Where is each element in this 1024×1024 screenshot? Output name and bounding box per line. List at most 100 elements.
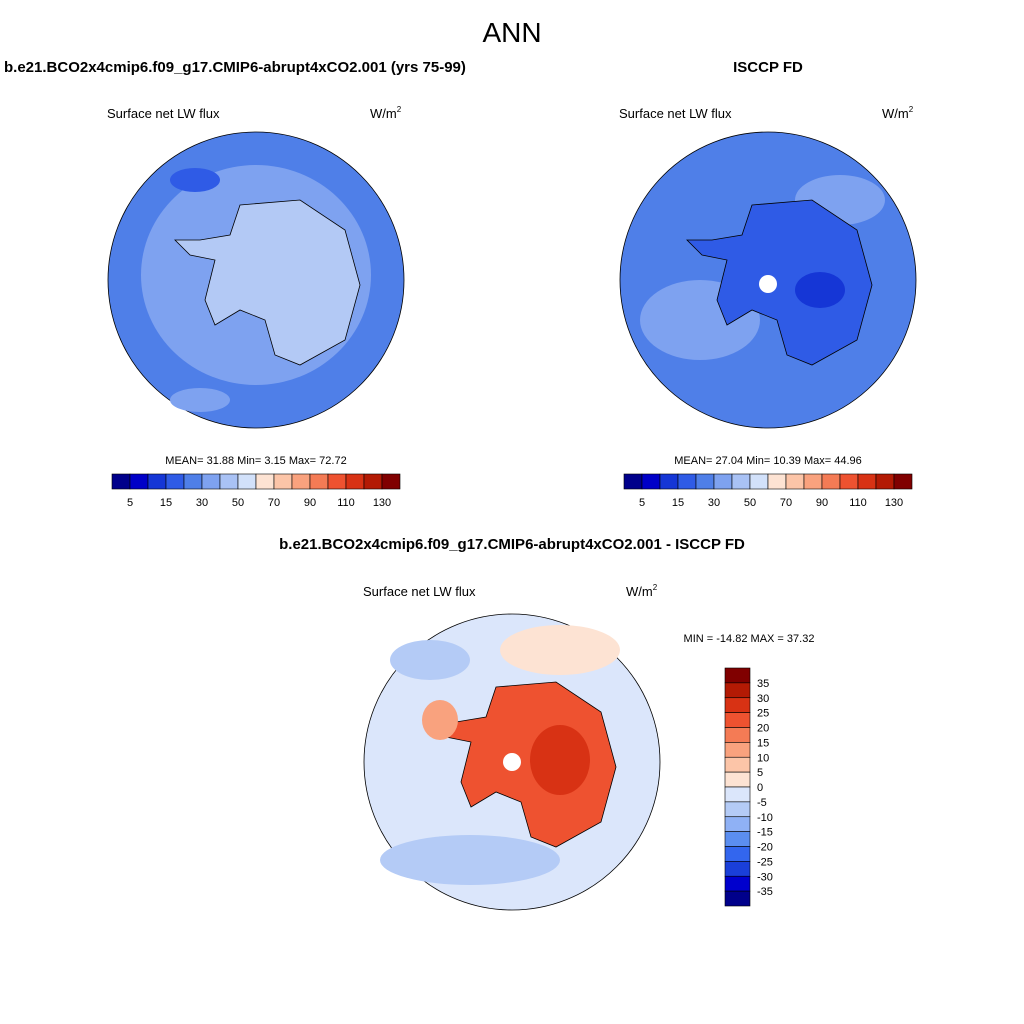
colorbar-label: 130 bbox=[373, 497, 391, 509]
colorbar-label: -25 bbox=[757, 856, 773, 868]
stat-value: -14.82 bbox=[716, 633, 747, 645]
colorbar-label: -20 bbox=[757, 842, 773, 854]
units-power: 2 bbox=[909, 105, 914, 114]
colorbar-box bbox=[875, 473, 895, 490]
colorbar-label: -10 bbox=[757, 812, 773, 824]
colorbar-box bbox=[724, 890, 751, 907]
colorbar-box bbox=[724, 801, 751, 818]
patch bbox=[380, 835, 560, 885]
patch bbox=[530, 725, 590, 795]
colorbar-label: 110 bbox=[337, 497, 355, 509]
colorbar-box bbox=[724, 831, 751, 847]
colorbar-box bbox=[327, 473, 347, 490]
stat-label: MEAN= bbox=[674, 455, 712, 467]
colorbar-box bbox=[201, 473, 221, 490]
colorbar-box bbox=[129, 473, 149, 490]
panel-title: b.e21.BCO2x4cmip6.f09_g17.CMIP6-abrupt4x… bbox=[4, 59, 466, 76]
colorbar-label: 130 bbox=[885, 497, 903, 509]
patch bbox=[422, 700, 458, 740]
colorbar-box bbox=[724, 682, 751, 699]
stat-label: MEAN= bbox=[165, 455, 203, 467]
colorbar-box bbox=[291, 473, 311, 490]
colorbar-box bbox=[345, 473, 365, 490]
colorbar-label: 110 bbox=[849, 497, 867, 509]
stat-value: 31.88 bbox=[207, 455, 235, 467]
variable-label: Surface net LW flux bbox=[363, 584, 476, 599]
units-power: 2 bbox=[653, 583, 658, 592]
colorbar-label: 50 bbox=[232, 497, 244, 509]
figure-title: ANN bbox=[482, 17, 541, 48]
colorbar-label: 30 bbox=[196, 497, 208, 509]
colorbar-label: 90 bbox=[816, 497, 828, 509]
colorbar-label: 35 bbox=[757, 678, 769, 690]
pole-hole bbox=[503, 753, 521, 771]
colorbar-box bbox=[165, 473, 185, 490]
units-label: W/m2 bbox=[882, 105, 914, 121]
colorbar-label: 25 bbox=[757, 708, 769, 720]
stats: MEAN= 27.04 Min= 10.39 Max= 44.96 bbox=[674, 455, 862, 467]
patch bbox=[795, 272, 845, 308]
colorbar-box bbox=[255, 473, 275, 490]
colorbar-box bbox=[659, 473, 679, 490]
colorbar-box bbox=[724, 697, 751, 713]
variable-label: Surface net LW flux bbox=[619, 106, 732, 121]
colorbar-label: -15 bbox=[757, 827, 773, 839]
colorbar-label: 30 bbox=[757, 693, 769, 705]
colorbar-box bbox=[309, 473, 329, 490]
stat-label: Max= bbox=[804, 455, 831, 467]
colorbar-label: 15 bbox=[160, 497, 172, 509]
panel-title: b.e21.BCO2x4cmip6.f09_g17.CMIP6-abrupt4x… bbox=[279, 536, 745, 553]
units: W/m bbox=[626, 584, 653, 599]
colorbar-box bbox=[147, 473, 167, 490]
colorbar-label: 30 bbox=[708, 497, 720, 509]
stat-label: Max= bbox=[289, 455, 316, 467]
stat-value: 10.39 bbox=[773, 455, 801, 467]
colorbar-label: -30 bbox=[757, 871, 773, 883]
colorbar-label: 5 bbox=[639, 497, 645, 509]
units-label: W/m2 bbox=[626, 583, 658, 599]
colorbar-label: 20 bbox=[757, 723, 769, 735]
panel-title: ISCCP FD bbox=[733, 59, 803, 76]
stats: MEAN= 31.88 Min= 3.15 Max= 72.72 bbox=[165, 455, 346, 467]
stat-value: 27.04 bbox=[716, 455, 744, 467]
colorbar-box bbox=[381, 473, 401, 490]
colorbar-box bbox=[724, 667, 751, 684]
colorbar-box bbox=[839, 473, 859, 490]
map bbox=[363, 613, 661, 911]
map bbox=[107, 131, 405, 429]
units-label: W/m2 bbox=[370, 105, 402, 121]
colorbar-box bbox=[183, 473, 203, 490]
stat-label: MAX = bbox=[751, 633, 784, 645]
colorbar-box bbox=[641, 473, 661, 490]
colorbar-label: 5 bbox=[127, 497, 133, 509]
colorbar-box bbox=[857, 473, 877, 490]
colorbar-box bbox=[731, 473, 751, 490]
units: W/m bbox=[370, 106, 397, 121]
patch bbox=[500, 625, 620, 675]
colorbar-box bbox=[724, 861, 751, 877]
colorbar-box bbox=[724, 771, 751, 788]
colorbar-box bbox=[767, 473, 787, 490]
colorbar-box bbox=[724, 786, 751, 803]
pole-hole bbox=[759, 275, 777, 293]
colorbar-label: 50 bbox=[744, 497, 756, 509]
colorbar-box bbox=[803, 473, 823, 490]
colorbar-label: 70 bbox=[780, 497, 792, 509]
colorbar-label: 5 bbox=[757, 767, 763, 779]
colorbar-box bbox=[724, 742, 751, 758]
colorbar-label: -35 bbox=[757, 886, 773, 898]
colorbar-box bbox=[219, 473, 239, 490]
patch bbox=[170, 168, 220, 192]
colorbar-box bbox=[893, 473, 913, 490]
stat-label: MIN = bbox=[684, 633, 714, 645]
colorbar-box bbox=[695, 473, 715, 490]
colorbar-box bbox=[111, 473, 131, 490]
colorbar-box bbox=[623, 473, 643, 490]
colorbar-label: 70 bbox=[268, 497, 280, 509]
colorbar-box bbox=[363, 473, 383, 490]
colorbar-label: 10 bbox=[757, 752, 769, 764]
patch bbox=[390, 640, 470, 680]
colorbar-label: 15 bbox=[757, 737, 769, 749]
